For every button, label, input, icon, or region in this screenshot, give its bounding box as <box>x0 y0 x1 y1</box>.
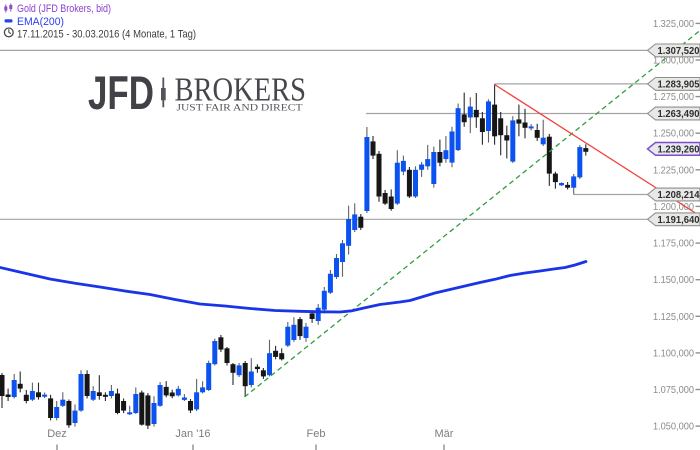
svg-text:1.200,000: 1.200,000 <box>653 201 694 213</box>
svg-text:1.300,000: 1.300,000 <box>653 55 694 67</box>
svg-text:1.325,000: 1.325,000 <box>653 18 694 30</box>
svg-text:1.250,000: 1.250,000 <box>653 128 694 140</box>
svg-text:1.208,214: 1.208,214 <box>658 190 700 201</box>
svg-text:Feb: Feb <box>307 428 326 440</box>
svg-text:Mär: Mär <box>435 428 454 440</box>
svg-text:Dez: Dez <box>47 428 67 440</box>
svg-text:1.239,260: 1.239,260 <box>658 145 700 156</box>
svg-text:1.050,000: 1.050,000 <box>653 421 694 433</box>
svg-text:JFD: JFD <box>88 67 154 120</box>
svg-text:1.100,000: 1.100,000 <box>653 347 694 359</box>
svg-text:Jan '16: Jan '16 <box>175 428 210 440</box>
svg-text:1.225,000: 1.225,000 <box>653 164 694 176</box>
svg-text:1.191,640: 1.191,640 <box>658 215 700 226</box>
svg-text:17.11.2015 - 30.03.2016 (4 Mon: 17.11.2015 - 30.03.2016 (4 Monate, 1 Tag… <box>17 28 196 40</box>
svg-text:1.263,490: 1.263,490 <box>658 109 700 120</box>
svg-text:1.075,000: 1.075,000 <box>653 384 694 396</box>
svg-text:1.283,905: 1.283,905 <box>658 80 700 91</box>
svg-text:1.307,520: 1.307,520 <box>658 46 700 57</box>
svg-text:1.150,000: 1.150,000 <box>653 274 694 286</box>
svg-text:1.275,000: 1.275,000 <box>653 91 694 103</box>
svg-text:BROKERS: BROKERS <box>175 71 307 108</box>
svg-text:JUST FAIR AND DIRECT: JUST FAIR AND DIRECT <box>177 104 303 114</box>
svg-text:EMA(200): EMA(200) <box>17 16 64 28</box>
svg-text:1.175,000: 1.175,000 <box>653 238 694 250</box>
svg-text:1.125,000: 1.125,000 <box>653 311 694 323</box>
svg-text:Gold (JFD Brokers, bid): Gold (JFD Brokers, bid) <box>17 3 111 15</box>
